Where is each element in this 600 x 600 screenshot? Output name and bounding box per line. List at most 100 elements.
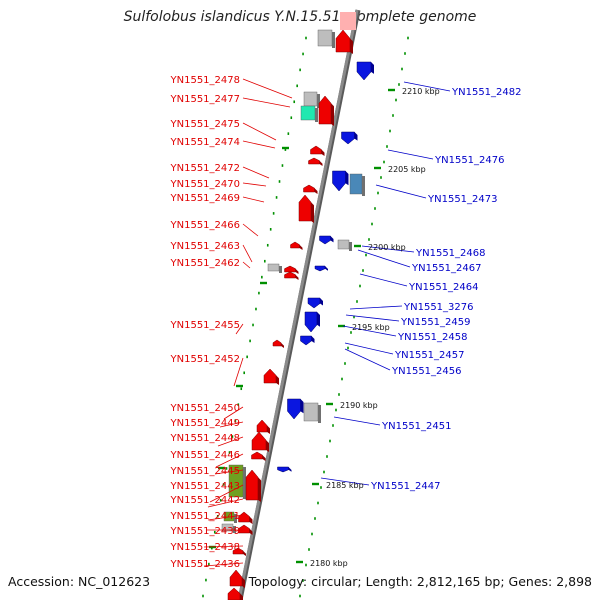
left-gene-label: YN1551_2462 [170, 258, 241, 269]
gene-2462b [284, 271, 299, 280]
gene-2482 [356, 61, 374, 81]
right-gene-label: YN1551_2482 [451, 87, 522, 98]
gene-2451b-side [318, 405, 321, 423]
tick-dot [374, 207, 376, 210]
gene-2473-body [332, 170, 346, 192]
left-leader-line [242, 166, 270, 179]
kbp-tick [338, 324, 345, 328]
right-gene-label: YN1551_2467 [411, 263, 482, 274]
tick-dot [302, 579, 304, 582]
left-leader-line [242, 97, 291, 108]
tick-dot [202, 594, 204, 598]
tick-dot [222, 483, 225, 486]
left-gene-label: YN1551_2439 [170, 526, 241, 537]
tick-dot [249, 339, 251, 343]
gene-2438-side [249, 528, 253, 535]
gene-block-top-body [335, 29, 351, 53]
gene-2462b-side [295, 274, 299, 280]
gene-2459-side [317, 312, 320, 327]
topology-label: Topology: circular; Length: 2,812,165 bp… [248, 574, 592, 589]
gene-bottom-side [240, 593, 243, 600]
gene-2467 [337, 239, 352, 251]
tick-dot [246, 355, 248, 359]
gene-2449 [251, 431, 269, 452]
right-leader-line [349, 305, 403, 310]
gene-2450-body [256, 419, 268, 433]
tick-dot [371, 222, 373, 226]
gene-2436-body [232, 547, 244, 555]
right-leader-line [361, 245, 415, 253]
tick-dot [213, 530, 216, 534]
left-leader-line [242, 182, 267, 187]
tick-dot [228, 451, 231, 454]
left-gene-label: YN1551_2441 [170, 511, 241, 522]
major-tick [282, 146, 289, 150]
gene-2457-side [311, 336, 315, 343]
gene-2473-side [345, 171, 349, 186]
accession-label: Accession: NC_012623 [8, 574, 151, 589]
kbp-tick [312, 482, 319, 486]
tick-dot [208, 562, 210, 566]
gene-2436 [232, 547, 246, 556]
left-leader-line [242, 122, 277, 141]
tick-dot [252, 323, 254, 327]
gene-2467-body [337, 239, 350, 250]
left-gene-label: YN1551_2475 [170, 119, 241, 130]
kbp-label: 2200 kbp [368, 243, 406, 252]
kbp-label: 2205 kbp [388, 165, 426, 174]
left-gene-label: YN1551_2445 [170, 466, 241, 477]
gene-2475-side [321, 149, 325, 156]
gene-2451b-body [303, 402, 319, 422]
tick-dot [293, 100, 296, 104]
right-leader-line [359, 273, 408, 287]
gene-2449-side [266, 440, 269, 452]
tick-dot [362, 269, 364, 272]
tick-dot [269, 228, 272, 231]
right-guide-ticks [299, 36, 409, 598]
tick-dot [380, 176, 382, 179]
tick-dot [264, 259, 266, 263]
left-gene-label: YN1551_2438 [170, 542, 241, 553]
left-leader-line [209, 484, 244, 503]
tick-dot [272, 212, 275, 215]
gene-2477-body [300, 105, 316, 121]
right-leader-line [320, 477, 370, 486]
left-leader-line [242, 140, 276, 149]
gene-2451-side [300, 399, 304, 414]
left-gene-label: YN1551_2450 [170, 403, 241, 414]
tick-dot [299, 68, 301, 72]
gene-2459 [304, 311, 320, 333]
gene-pink-top [340, 12, 356, 30]
gene-3276-body [307, 297, 321, 309]
tick-dot [237, 403, 240, 406]
gene-2474-side [319, 160, 323, 166]
gene-2436b-body [229, 569, 243, 587]
tick-dot [335, 408, 337, 412]
gene-2447-side [288, 467, 292, 472]
tick-dot [356, 300, 358, 303]
right-leader-line [387, 149, 434, 160]
gene-2477 [300, 105, 318, 122]
kbp-label: 2195 kbp [352, 323, 390, 332]
left-gene-label: YN1551_2448 [170, 433, 241, 444]
left-leader-line [219, 421, 244, 428]
left-gene-label: YN1551_2474 [170, 137, 241, 148]
gene-2447 [277, 466, 292, 473]
left-leader-line [203, 545, 244, 548]
gene-2443 [245, 469, 261, 502]
gene-2477b [318, 95, 334, 126]
right-leader-line [342, 325, 397, 337]
kbp-label: 2185 kbp [326, 481, 364, 490]
left-leader-line [242, 196, 265, 203]
gene-2452-body [263, 368, 277, 384]
tick-dot [296, 84, 298, 88]
right-gene-label: YN1551_2459 [400, 317, 471, 328]
map-title: Sulfolobus islandicus Y.N.15.51, complet… [123, 9, 477, 25]
tick-dot [320, 486, 322, 489]
gene-2463-side [279, 266, 282, 273]
left-leader-line [233, 357, 244, 387]
right-gene-label: YN1551_2468 [415, 248, 486, 259]
left-gene-label: YN1551_2472 [170, 163, 241, 174]
kbp-tick [374, 166, 381, 170]
tick-dot [284, 148, 287, 151]
